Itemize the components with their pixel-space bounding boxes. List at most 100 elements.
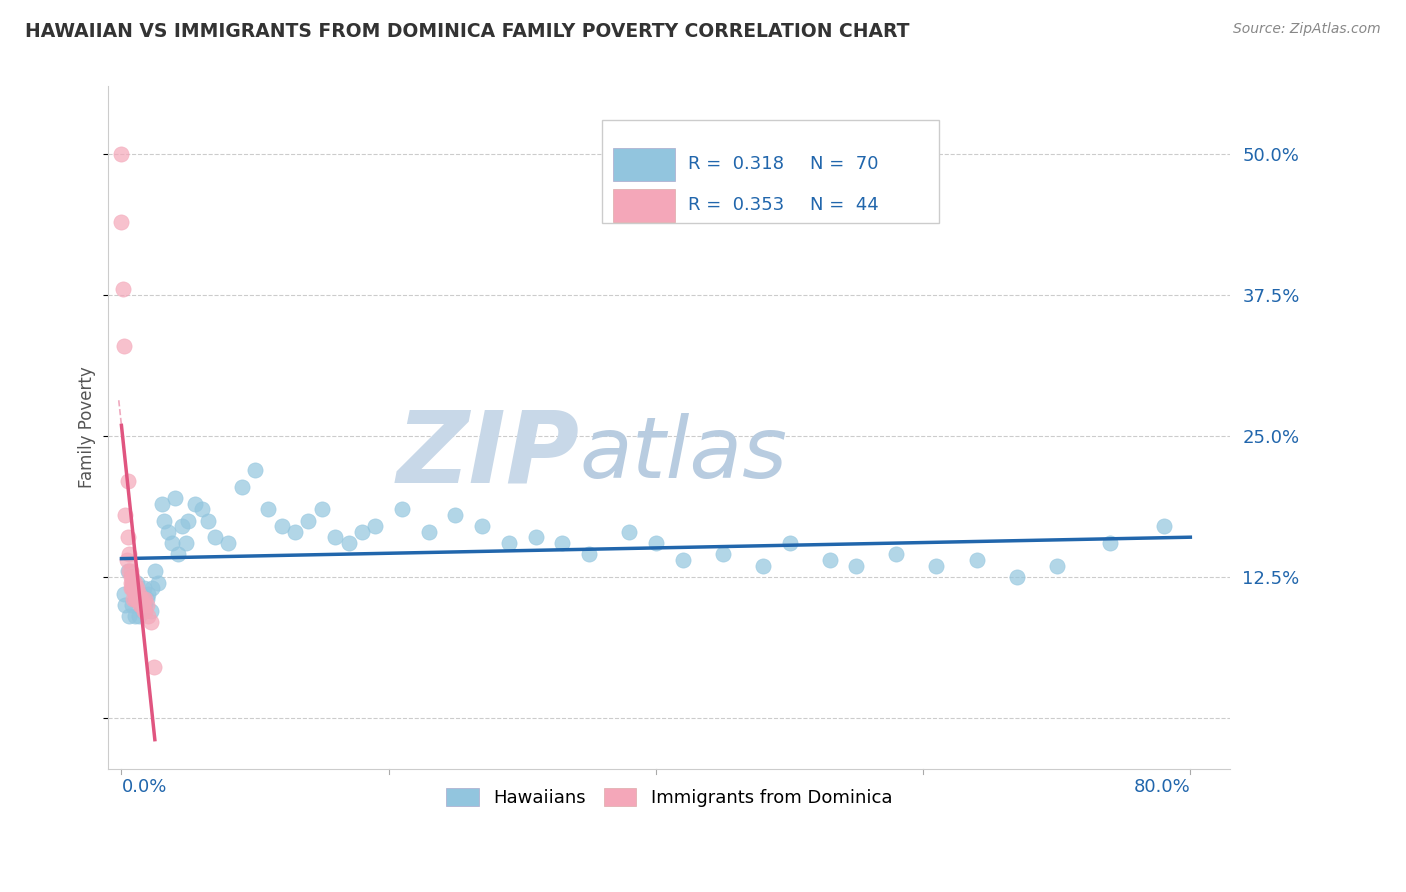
Point <box>127 592 149 607</box>
Point <box>617 524 640 539</box>
Point <box>297 514 319 528</box>
Point <box>110 215 132 229</box>
Point <box>129 592 152 607</box>
Point <box>444 508 467 522</box>
Point <box>197 514 219 528</box>
Point <box>129 598 152 612</box>
Point <box>134 581 156 595</box>
Text: HAWAIIAN VS IMMIGRANTS FROM DOMINICA FAMILY POVERTY CORRELATION CHART: HAWAIIAN VS IMMIGRANTS FROM DOMINICA FAM… <box>25 22 910 41</box>
Point <box>121 575 143 590</box>
Point <box>124 581 146 595</box>
Y-axis label: Family Poverty: Family Poverty <box>79 367 96 489</box>
Point <box>886 547 908 561</box>
Point <box>124 587 146 601</box>
Point <box>217 536 239 550</box>
Point <box>136 587 159 601</box>
Point <box>243 463 266 477</box>
Point <box>122 575 145 590</box>
Point <box>111 282 134 296</box>
Text: N =  44: N = 44 <box>810 196 879 214</box>
Point <box>174 536 197 550</box>
Point <box>117 564 139 578</box>
Text: ZIP: ZIP <box>396 406 579 503</box>
Point <box>142 660 165 674</box>
Point <box>112 339 135 353</box>
Point <box>498 536 520 550</box>
Point <box>141 581 163 595</box>
Point <box>672 553 695 567</box>
Point <box>117 531 139 545</box>
Point <box>135 592 157 607</box>
Point <box>337 536 360 550</box>
Point <box>818 553 841 567</box>
FancyBboxPatch shape <box>602 120 939 223</box>
Point <box>118 564 141 578</box>
Point <box>118 547 141 561</box>
Point <box>117 474 139 488</box>
Point <box>121 570 143 584</box>
Point <box>1005 570 1028 584</box>
Point <box>115 553 138 567</box>
Text: N =  70: N = 70 <box>810 155 877 173</box>
Text: atlas: atlas <box>579 413 787 496</box>
Text: 0.0%: 0.0% <box>121 778 167 796</box>
Point <box>1153 519 1175 533</box>
Point <box>118 609 141 624</box>
Point <box>153 514 176 528</box>
Point <box>177 514 200 528</box>
Point <box>120 575 142 590</box>
Point <box>125 587 148 601</box>
Point <box>752 558 775 573</box>
Point <box>257 502 280 516</box>
Point <box>121 598 143 612</box>
Point <box>779 536 801 550</box>
Text: 80.0%: 80.0% <box>1133 778 1191 796</box>
Point <box>391 502 413 516</box>
Point <box>284 524 307 539</box>
Point <box>128 609 150 624</box>
Point <box>170 519 193 533</box>
Text: R =  0.318: R = 0.318 <box>689 155 785 173</box>
Point <box>471 519 494 533</box>
Point <box>551 536 574 550</box>
Point <box>128 592 150 607</box>
Point <box>127 575 149 590</box>
Point <box>139 615 162 629</box>
Point <box>131 598 153 612</box>
Point <box>122 581 145 595</box>
Point <box>131 598 153 612</box>
Point <box>124 592 146 607</box>
Point <box>128 587 150 601</box>
Point <box>925 558 948 573</box>
Point <box>132 592 155 607</box>
Point <box>120 570 142 584</box>
Point <box>127 581 149 595</box>
Point <box>132 598 155 612</box>
Point <box>134 604 156 618</box>
FancyBboxPatch shape <box>613 189 675 222</box>
Point <box>143 564 166 578</box>
Point <box>125 592 148 607</box>
Point <box>112 587 135 601</box>
Point <box>139 604 162 618</box>
Point <box>131 592 153 607</box>
Point <box>323 531 346 545</box>
Point <box>364 519 387 533</box>
Point <box>184 497 207 511</box>
Point <box>966 553 988 567</box>
Point <box>270 519 292 533</box>
Point <box>110 147 132 161</box>
Point <box>129 587 152 601</box>
Point <box>150 497 173 511</box>
Point <box>311 502 333 516</box>
Point <box>135 598 157 612</box>
Point <box>1099 536 1122 550</box>
Point <box>350 524 373 539</box>
Point <box>524 531 547 545</box>
Point <box>160 536 183 550</box>
Point <box>132 604 155 618</box>
Point <box>578 547 600 561</box>
Point <box>120 564 142 578</box>
Point <box>136 609 159 624</box>
Point <box>134 592 156 607</box>
